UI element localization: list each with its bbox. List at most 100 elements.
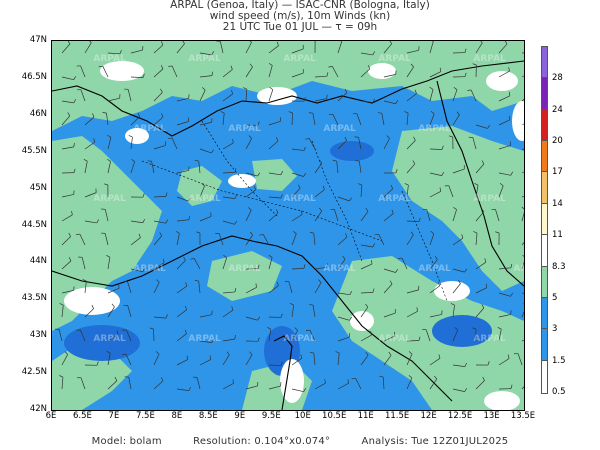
wind-barb bbox=[153, 262, 165, 270]
wind-barb bbox=[429, 314, 442, 318]
wind-barb-feather bbox=[308, 112, 313, 114]
wind-barb bbox=[61, 377, 64, 390]
wind-barb-feather bbox=[131, 158, 135, 162]
wind-barb bbox=[153, 68, 164, 78]
wind-barb bbox=[199, 75, 212, 78]
latitude-label: 46N bbox=[29, 108, 47, 119]
wind-barb-feather bbox=[142, 73, 145, 78]
wind-barb-feather bbox=[175, 230, 180, 234]
wind-barb bbox=[337, 316, 350, 321]
watermark-text: ARPAL bbox=[378, 194, 411, 204]
colorbar-segment bbox=[541, 234, 548, 269]
wind-barb-feather bbox=[510, 292, 514, 297]
wind-barb-feather bbox=[404, 111, 409, 114]
wind-barb bbox=[79, 234, 86, 246]
longitude-label: 10E bbox=[294, 411, 311, 421]
wind-barb bbox=[309, 329, 316, 342]
wind-barb bbox=[61, 115, 71, 126]
watermark-text: ARPAL bbox=[93, 54, 126, 64]
wind-barb bbox=[452, 305, 455, 318]
wind-barb bbox=[517, 353, 523, 366]
wind-barb-feather bbox=[326, 263, 328, 268]
wind-barb bbox=[61, 305, 64, 318]
longitude-label: 12E bbox=[420, 411, 437, 421]
wind-barb bbox=[130, 161, 135, 174]
wind-barb-feather bbox=[510, 263, 513, 268]
wind-barb bbox=[84, 220, 97, 224]
wind-barb-feather bbox=[499, 182, 504, 187]
wind-barbs bbox=[55, 41, 524, 393]
wind-barb bbox=[130, 237, 141, 246]
wind-barb bbox=[176, 196, 189, 202]
wind-barb bbox=[291, 388, 304, 393]
wind-barb bbox=[84, 192, 97, 198]
wind-barb bbox=[498, 185, 504, 198]
wind-barb-feather bbox=[209, 355, 212, 360]
wind-barb-feather bbox=[234, 168, 237, 173]
wind-barb bbox=[171, 137, 178, 150]
wind-barb bbox=[222, 309, 234, 318]
wind-barb-feather bbox=[165, 192, 168, 197]
wind-barb-feather bbox=[507, 354, 510, 359]
wind-barb bbox=[313, 233, 316, 246]
wind-barb-feather bbox=[390, 185, 394, 189]
wind-barb-feather bbox=[111, 303, 115, 308]
wind-barb bbox=[429, 358, 441, 366]
wind-barb bbox=[314, 189, 325, 198]
wind-barb-feather bbox=[249, 231, 253, 236]
wind-barb bbox=[406, 93, 417, 102]
wind-barb bbox=[334, 209, 339, 222]
wind-barb-feather bbox=[370, 331, 372, 336]
wind-barb-feather bbox=[201, 183, 205, 187]
wind-barb-feather bbox=[182, 41, 185, 44]
wind-barb bbox=[245, 385, 258, 390]
wind-barb-feather bbox=[114, 377, 118, 381]
wind-barb-feather bbox=[300, 210, 303, 215]
wind-barb-feather bbox=[149, 327, 154, 330]
wind-barb bbox=[245, 234, 253, 246]
wind-barb-feather bbox=[248, 135, 252, 139]
wind-barb bbox=[245, 172, 258, 177]
wind-barb-feather bbox=[73, 168, 76, 173]
wind-barb bbox=[337, 236, 348, 246]
wind-barb bbox=[356, 113, 362, 126]
wind-barb bbox=[452, 329, 459, 342]
wind-barb-feather bbox=[318, 279, 322, 283]
wind-barb-feather bbox=[73, 142, 75, 147]
wind-barb-feather bbox=[326, 72, 329, 77]
wind-barb bbox=[80, 329, 86, 342]
wind-barb bbox=[222, 220, 235, 225]
wind-barb-feather bbox=[349, 290, 352, 295]
wind-barb bbox=[199, 121, 212, 126]
wind-barb bbox=[176, 43, 185, 54]
wind-barb bbox=[268, 257, 273, 270]
colorbar-segment bbox=[541, 77, 548, 112]
wind-barb bbox=[199, 52, 212, 56]
wind-barb bbox=[107, 52, 120, 55]
wind-barb bbox=[360, 292, 374, 294]
wind-barb bbox=[452, 283, 461, 294]
wind-barb bbox=[406, 113, 409, 126]
wind-barb bbox=[153, 92, 163, 102]
wind-barb bbox=[521, 242, 524, 246]
wind-barb-feather bbox=[464, 362, 467, 367]
wind-barb bbox=[360, 52, 373, 56]
wind-barb bbox=[406, 289, 419, 294]
wind-barb bbox=[199, 314, 212, 318]
wind-barb-feather bbox=[92, 113, 95, 118]
wind-barb bbox=[127, 281, 132, 294]
wind-barb bbox=[61, 76, 74, 81]
wind-barb bbox=[219, 41, 224, 54]
wind-barb-feather bbox=[482, 376, 485, 381]
wind-barb bbox=[314, 210, 323, 222]
watermark-text: ARPAL bbox=[473, 54, 506, 64]
wind-barb-feather bbox=[481, 208, 485, 213]
wind-barb-feather bbox=[254, 185, 256, 190]
wind-barb-feather bbox=[410, 231, 414, 236]
wind-barb bbox=[61, 236, 71, 246]
wind-speed-map[interactable]: ARPAL ARPAL ARPAL ARPAL ARPAL ARPAL ARPAL ARPAL… bbox=[51, 40, 525, 411]
wind-barb bbox=[222, 196, 235, 199]
wind-barb-feather bbox=[67, 112, 71, 117]
wind-barb bbox=[130, 76, 144, 78]
wind-barb-feather bbox=[211, 338, 214, 343]
